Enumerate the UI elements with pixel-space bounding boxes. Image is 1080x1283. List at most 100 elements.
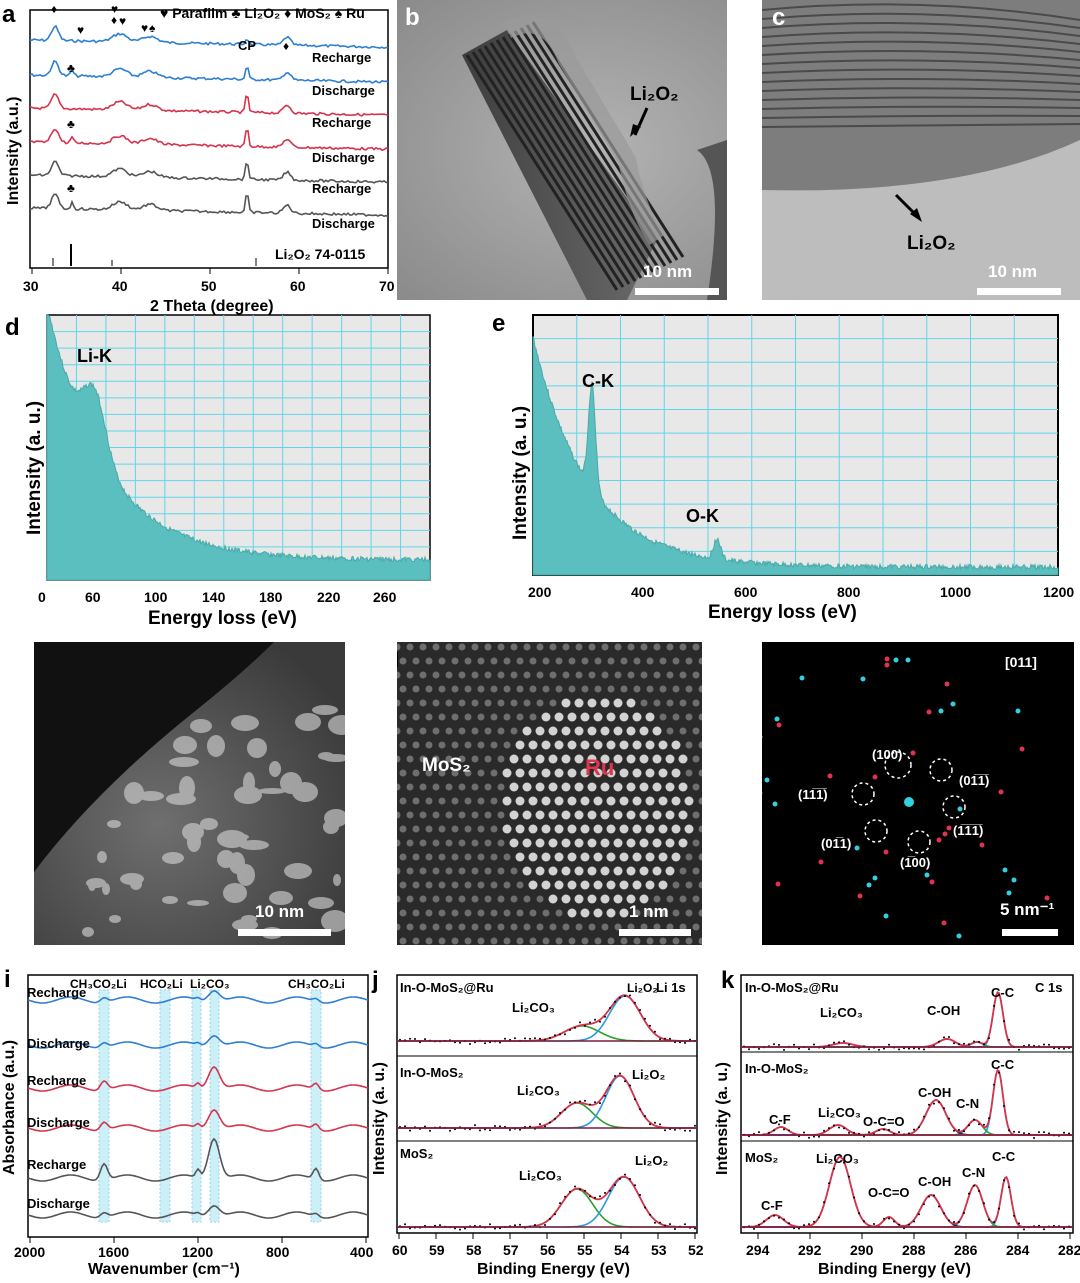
mos2-atom — [672, 713, 680, 721]
mos2-atom — [562, 923, 570, 931]
ru-atom — [593, 796, 603, 806]
diffraction-spot — [776, 722, 782, 728]
mos2-atom — [692, 923, 700, 931]
li-k-label: Li-K — [77, 346, 112, 366]
ru-atom — [535, 810, 545, 820]
eels-tick-label: 100 — [144, 589, 168, 605]
ru-atom — [587, 782, 597, 792]
mos2-atom — [397, 811, 401, 819]
diffraction-spot — [1019, 746, 1025, 752]
ru-atom — [574, 894, 584, 904]
xps-data-point — [494, 1227, 496, 1230]
mos2-atom — [399, 741, 407, 749]
mos2-atom — [399, 853, 407, 861]
xps-data-point — [943, 1212, 945, 1215]
xps-data-point — [798, 1227, 800, 1230]
ru-atom — [619, 908, 629, 918]
xps-data-point — [639, 1108, 641, 1111]
miller-index-label: (1̅1̅1̅) — [953, 823, 983, 838]
mos2-atom — [646, 685, 654, 693]
xps-data-point — [973, 1118, 975, 1121]
mos2-atom — [471, 811, 479, 819]
ru-atom — [580, 740, 590, 750]
peak-j3a: Li₂CO₃ — [519, 1168, 562, 1183]
lattice-fringe — [762, 40, 1080, 53]
xps-data-point — [499, 1041, 501, 1044]
mos2-atom — [568, 657, 576, 665]
mos2-atom — [432, 699, 440, 707]
xps-data-point — [848, 1175, 850, 1178]
mos2-atom — [542, 657, 550, 665]
xps-data-point — [803, 1224, 805, 1227]
panel-letter-b: b — [405, 4, 420, 31]
mos2-atom — [503, 909, 511, 917]
ru-atom — [554, 880, 564, 890]
tem-image-b: Li₂O₂ — [462, 15, 727, 300]
mos2-atom — [653, 643, 661, 651]
mos2-atom — [516, 881, 524, 889]
mos2-atom — [406, 923, 414, 931]
particle — [166, 793, 196, 805]
ru-atom — [639, 838, 649, 848]
mos2-atom — [510, 671, 518, 679]
scale-bar-g — [619, 929, 691, 936]
xps-data-point — [1048, 1132, 1050, 1135]
xps-data-point — [753, 1227, 755, 1230]
xps-data-point — [544, 1038, 546, 1041]
mos2-atom — [601, 671, 609, 679]
ru-atom — [619, 880, 629, 890]
ru-atom — [587, 726, 597, 736]
mos2-atom — [484, 895, 492, 903]
sample-label-k2: In-O-MoS₂ — [745, 1061, 809, 1076]
xps-data-point — [883, 1128, 885, 1131]
mos2-atom — [419, 643, 427, 651]
xps-tick-label: 58 — [466, 1242, 482, 1258]
ru-atom — [632, 768, 642, 778]
xps-data-point — [938, 1205, 940, 1208]
eels-tick-label: 0 — [38, 589, 46, 605]
ru-atom — [632, 740, 642, 750]
mos2-atom — [490, 797, 498, 805]
ftir-curve — [27, 1065, 369, 1092]
xrd-symbol: ♥ — [111, 2, 118, 16]
ru-atom — [528, 880, 538, 890]
xps-data-point — [1023, 1132, 1025, 1135]
diffraction-spot — [893, 657, 899, 663]
xps-data-point — [848, 1043, 850, 1046]
xps-data-point — [913, 1220, 915, 1223]
mos2-atom — [614, 923, 622, 931]
mos2-atom — [503, 713, 511, 721]
xps-data-point — [838, 1153, 840, 1156]
xps-data-point — [903, 1047, 905, 1050]
mos2-atom — [555, 685, 563, 693]
mos2-atom — [451, 769, 459, 777]
xps-data-point — [923, 1048, 925, 1051]
xps-data-point — [564, 1195, 566, 1198]
ru-atom — [548, 838, 558, 848]
mos2-atom — [406, 727, 414, 735]
panel-letter-j: j — [372, 967, 379, 994]
ru-atom — [639, 754, 649, 764]
xrd-curve-label: Recharge — [312, 50, 371, 65]
particle — [328, 715, 345, 735]
ru-atom — [606, 712, 616, 722]
mos2-atom — [477, 769, 485, 777]
particle — [124, 782, 144, 804]
xps-data-point — [414, 1038, 416, 1040]
mos2-atom — [451, 741, 459, 749]
ru-atom — [528, 768, 538, 778]
xps-data-point — [499, 1227, 501, 1230]
xps-data-point — [948, 1117, 950, 1120]
ru-atom — [613, 726, 623, 736]
xps-data-point — [664, 1129, 666, 1132]
mos2-atom — [672, 881, 680, 889]
mos2-atom — [646, 909, 654, 917]
xps-data-point — [808, 1048, 810, 1051]
mos2-atom — [562, 671, 570, 679]
mos2-atom — [484, 923, 492, 931]
mos2-atom — [397, 755, 401, 763]
mos2-atom — [679, 671, 687, 679]
mos2-atom — [536, 671, 544, 679]
xps-tick-label: 284 — [1006, 1242, 1030, 1258]
xps-data-point — [878, 1129, 880, 1132]
